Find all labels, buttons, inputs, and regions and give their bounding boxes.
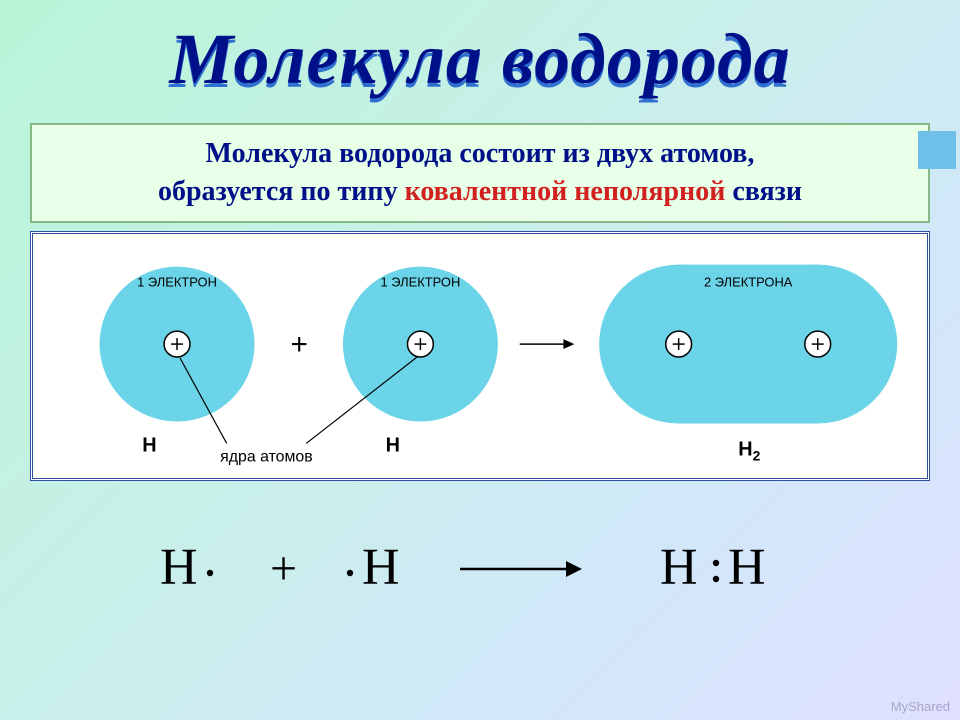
lewis-dot-1 — [207, 569, 213, 575]
lewis-H4: H — [728, 539, 768, 596]
diagram-arrow — [520, 339, 575, 349]
bonding-diagram-frame: 1 ЭЛЕКТРОН 1 ЭЛЕКТРОН 2 ЭЛЕКТРОНА + — [30, 231, 930, 481]
lewis-colon-dot-top — [713, 559, 719, 565]
subtitle-box: Молекула водорода состоит из двух атомов… — [30, 123, 930, 223]
subtitle-emphasis: ковалентной неполярной — [405, 176, 726, 207]
molecule-nucleus-2 — [805, 331, 831, 357]
decorative-square — [918, 131, 956, 169]
molecule-nucleus-1 — [666, 331, 692, 357]
lewis-svg: H + H H H — [120, 529, 840, 609]
nuclei-label: ядра атомов — [220, 448, 313, 465]
bonding-diagram-svg: 1 ЭЛЕКТРОН 1 ЭЛЕКТРОН 2 ЭЛЕКТРОНА + — [33, 234, 927, 478]
atom2-nucleus — [407, 331, 433, 357]
slide-title: Молекула водорода — [0, 18, 960, 101]
atom2-symbol: H — [386, 434, 400, 456]
atom1-symbol: H — [142, 434, 156, 456]
atom1-nucleus — [164, 331, 190, 357]
slide-title-wrap: Молекула водорода Молекула водорода — [0, 0, 960, 101]
lewis-H3: H — [660, 539, 700, 596]
lewis-colon-dot-bottom — [713, 575, 719, 581]
molecule-symbol: H2 — [738, 438, 760, 463]
lewis-dot-2 — [347, 569, 353, 575]
diagram-plus-sign: + — [291, 328, 308, 361]
lewis-H2: H — [362, 539, 402, 596]
atom2-electron-label: 1 ЭЛЕКТРОН — [381, 274, 461, 289]
molecule-electron-label: 2 ЭЛЕКТРОНА — [704, 274, 793, 289]
subtitle-line2-prefix: образуется по типу — [158, 176, 405, 207]
subtitle-line2: образуется по типу ковалентной неполярно… — [48, 173, 912, 211]
watermark: MyShared — [891, 699, 950, 714]
lewis-notation-row: H + H H H — [0, 529, 960, 622]
atom1-electron-label: 1 ЭЛЕКТРОН — [137, 274, 217, 289]
lewis-plus: + — [270, 542, 299, 595]
lewis-arrow — [460, 561, 582, 577]
subtitle-line2-suffix: связи — [725, 176, 802, 207]
subtitle-line1: Молекула водорода состоит из двух атомов… — [48, 135, 912, 173]
lewis-H1: H — [160, 539, 200, 596]
